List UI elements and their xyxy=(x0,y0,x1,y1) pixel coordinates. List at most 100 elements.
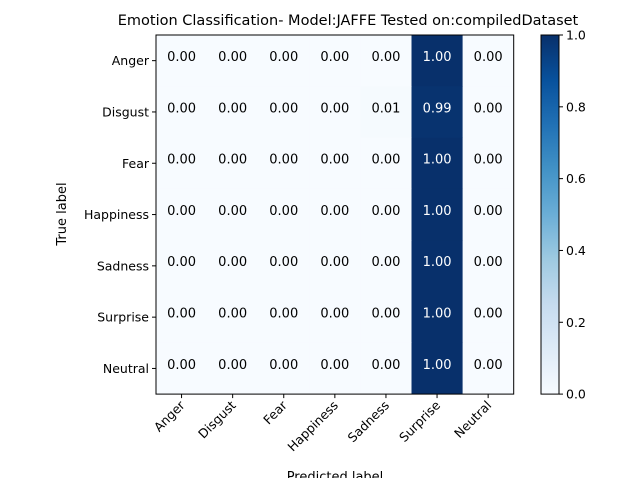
heatmap-value-label: 0.00 xyxy=(371,358,400,373)
heatmap-value-label: 0.00 xyxy=(371,204,400,219)
heatmap-cell xyxy=(309,137,361,190)
x-tick-label: Neutral xyxy=(451,398,494,441)
heatmap-cell xyxy=(309,86,361,138)
heatmap-value-label: 0.00 xyxy=(167,101,196,116)
y-tick-label: Surprise xyxy=(97,310,149,325)
heatmap-cell xyxy=(258,342,310,395)
heatmap-cell xyxy=(462,35,515,87)
x-tick-label: Surprise xyxy=(396,397,443,444)
heatmap-value-label: 0.00 xyxy=(167,204,196,219)
heatmap-cell xyxy=(156,86,208,138)
heatmap-cell xyxy=(258,86,310,138)
heatmap-cell xyxy=(462,240,515,292)
y-tick-label: Anger xyxy=(112,53,150,68)
heatmap-cell xyxy=(360,35,412,87)
heatmap-value-label: 0.00 xyxy=(320,204,349,219)
heatmap-cell xyxy=(309,35,361,87)
x-tick-label: Fear xyxy=(260,397,290,427)
heatmap-value-label: 0.00 xyxy=(167,255,196,270)
x-axis-label: Predicted label xyxy=(287,470,384,478)
heatmap-cell xyxy=(258,240,310,292)
heatmap-value-label: 0.00 xyxy=(371,153,400,168)
colorbar-tick-label: 0.0 xyxy=(566,387,586,402)
heatmap-cell xyxy=(156,342,208,395)
heatmap-cell xyxy=(411,35,463,87)
x-tick-label: Anger xyxy=(151,397,189,435)
heatmap-cell xyxy=(258,291,310,344)
heatmap-cell xyxy=(360,188,412,241)
x-tick-label: Sadness xyxy=(345,398,392,445)
heatmap-cell xyxy=(207,35,259,87)
heatmap-value-label: 0.01 xyxy=(371,101,400,116)
heatmap-value-label: 0.00 xyxy=(167,153,196,168)
heatmap-cell xyxy=(462,86,515,138)
heatmap-value-label: 0.00 xyxy=(269,358,298,373)
heatmap-value-label: 1.00 xyxy=(423,50,452,65)
heatmap-value-label: 0.00 xyxy=(269,50,298,65)
heatmap-cell xyxy=(360,240,412,292)
heatmap-cell xyxy=(411,188,463,241)
heatmap-value-label: 0.00 xyxy=(320,153,349,168)
heatmap-cell xyxy=(360,342,412,395)
heatmap-value-label: 1.00 xyxy=(423,153,452,168)
heatmap-cell xyxy=(360,291,412,344)
colorbar: 0.0 0.2 0.4 0.6 0.8 1.0 xyxy=(540,28,586,402)
heatmap-cell xyxy=(309,188,361,241)
chart-title: Emotion Classification- Model:JAFFE Test… xyxy=(118,13,579,29)
y-tick-label: Happiness xyxy=(84,207,149,222)
heatmap-value-label: 1.00 xyxy=(423,255,452,270)
heatmap-cell xyxy=(360,137,412,190)
y-tick-label: Sadness xyxy=(97,258,149,273)
heatmap-cell xyxy=(258,35,310,87)
heatmap-value-label: 0.00 xyxy=(474,153,503,168)
heatmap-value-label: 0.99 xyxy=(423,101,452,116)
heatmap-cell xyxy=(309,240,361,292)
colorbar-tick-label: 0.8 xyxy=(566,99,586,114)
x-tick-label: Disgust xyxy=(195,398,239,442)
heatmap-cell xyxy=(207,86,259,138)
heatmap-cell xyxy=(411,291,463,344)
colorbar-tick-label: 0.2 xyxy=(566,315,586,330)
colorbar-tick-label: 1.0 xyxy=(566,28,586,43)
heatmap-cell xyxy=(309,342,361,395)
heatmap-value-label: 0.00 xyxy=(474,358,503,373)
heatmap-cell xyxy=(156,291,208,344)
heatmap-value-label: 0.00 xyxy=(167,50,196,65)
heatmap-value-label: 0.00 xyxy=(218,101,247,116)
heatmap-value-label: 0.00 xyxy=(320,255,349,270)
heatmap-cell xyxy=(411,240,463,292)
heatmap-cell xyxy=(462,342,515,395)
heatmap-value-label: 0.00 xyxy=(269,255,298,270)
y-axis-label: True label xyxy=(55,182,70,246)
heatmap-cell xyxy=(207,291,259,344)
heatmap-value-label: 0.00 xyxy=(371,255,400,270)
heatmap-cell xyxy=(309,291,361,344)
colorbar-tick-label: 0.4 xyxy=(566,243,586,258)
heatmap-value-label: 0.00 xyxy=(320,101,349,116)
heatmap-value-label: 0.00 xyxy=(371,50,400,65)
heatmap-value-label: 0.00 xyxy=(269,204,298,219)
heatmap-value-label: 0.00 xyxy=(474,255,503,270)
y-tick-label: Neutral xyxy=(103,361,149,376)
heatmap-value-label: 0.00 xyxy=(474,50,503,65)
heatmap-value-label: 0.00 xyxy=(320,307,349,322)
heatmap-value-label: 0.00 xyxy=(371,307,400,322)
y-axis-ticks: Anger Disgust Fear Happiness Sadness Surprise… xyxy=(84,53,156,376)
heatmap-value-label: 1.00 xyxy=(423,204,452,219)
heatmap-value-label: 0.00 xyxy=(269,153,298,168)
heatmap-cell xyxy=(156,35,208,87)
heatmap-value-label: 0.00 xyxy=(474,101,503,116)
heatmap-value-label: 0.00 xyxy=(269,307,298,322)
heatmap-cell xyxy=(462,291,515,344)
x-tick-label: Happiness xyxy=(284,398,341,455)
heatmap-cell xyxy=(462,188,515,241)
heatmap-cell xyxy=(411,86,463,138)
heatmap-value-label: 0.00 xyxy=(218,50,247,65)
heatmap-value-label: 0.00 xyxy=(218,255,247,270)
heatmap-value-label: 0.00 xyxy=(218,307,247,322)
heatmap-value-label: 0.00 xyxy=(474,307,503,322)
heatmap-cell xyxy=(360,86,412,138)
heatmap-cell xyxy=(156,240,208,292)
